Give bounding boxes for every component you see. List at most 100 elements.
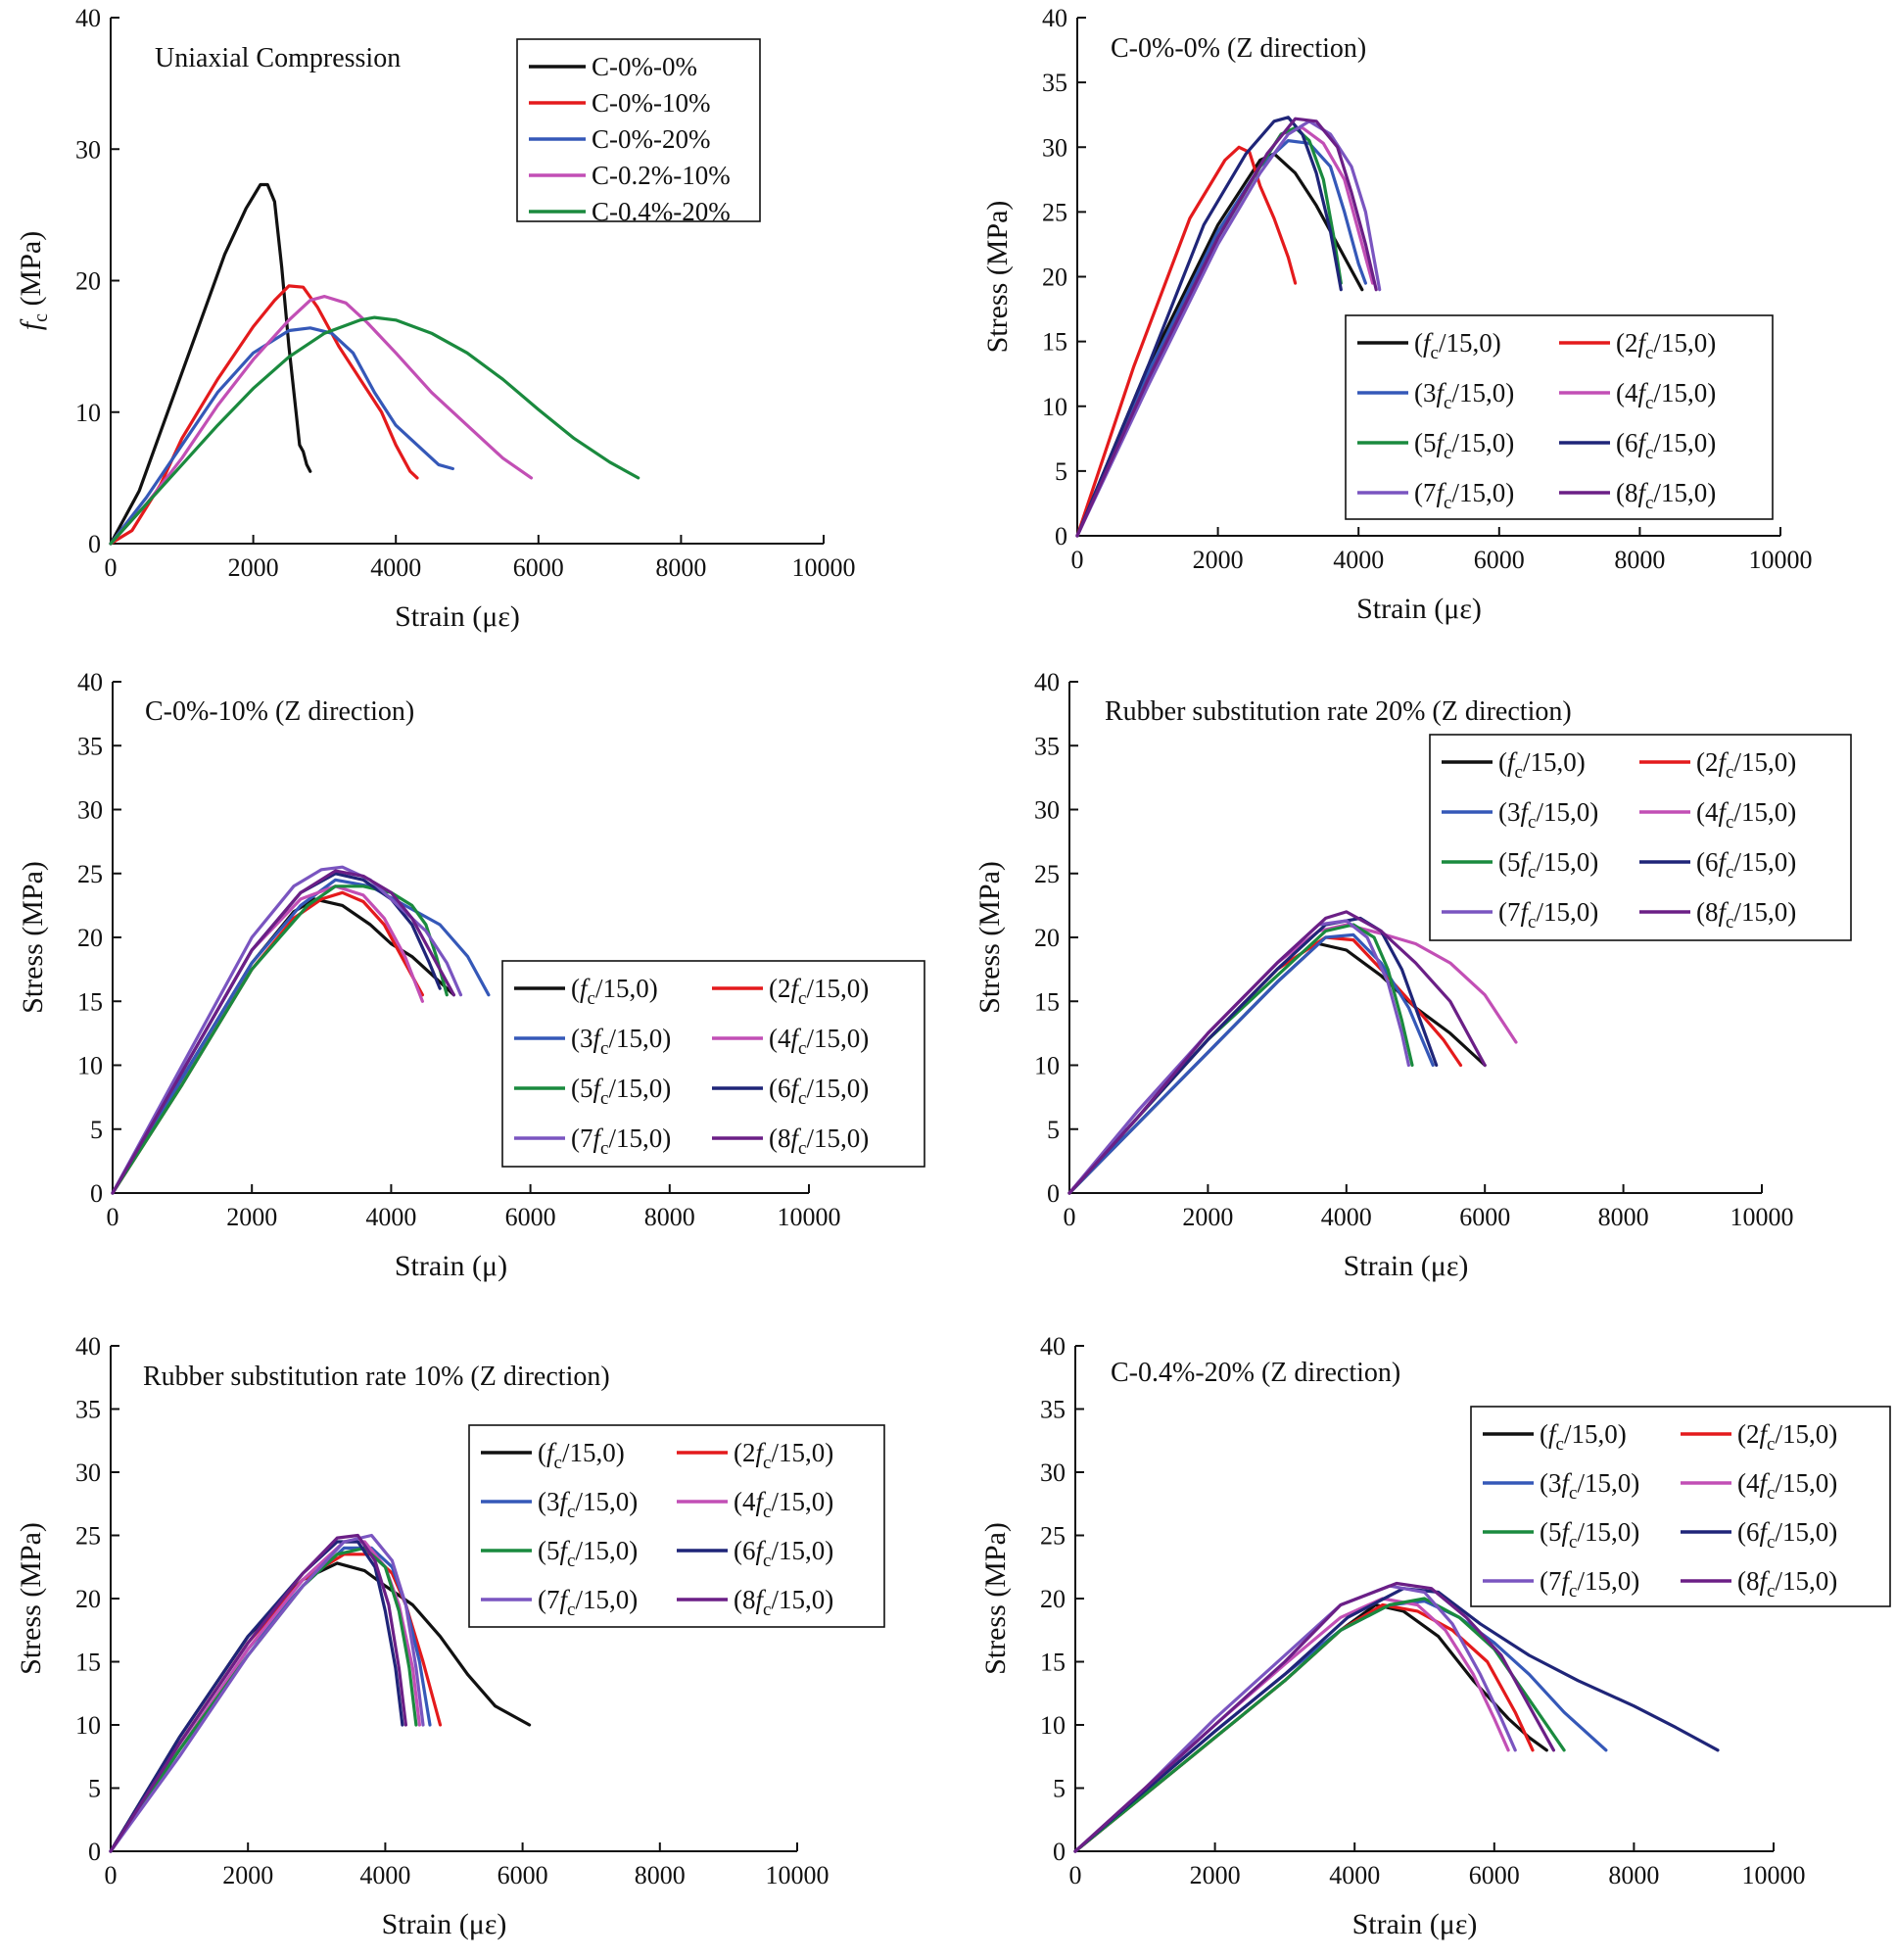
legend-label-suffix: /15,0) [1733, 897, 1796, 927]
legend-label-subscript: c [763, 1551, 771, 1571]
legend-label-subscript: c [600, 1088, 608, 1109]
legend-label-prefix: ( [571, 974, 580, 1003]
legend-label-suffix: /15,0) [1523, 747, 1586, 777]
panel-title: Rubber substitution rate 20% (Z directio… [1105, 696, 1572, 727]
legend-label-symbol: f [1521, 847, 1532, 877]
legend-label-suffix: /15,0) [1653, 428, 1716, 457]
x-tick-label: 4000 [370, 553, 421, 582]
legend-label: (7fc/15,0) [538, 1585, 638, 1620]
legend-label: (3fc/15,0) [538, 1487, 638, 1522]
legend-label: (5fc/15,0) [1498, 847, 1598, 883]
legend-label-subscript: c [567, 1551, 575, 1571]
legend-label-subscript: c [567, 1502, 575, 1522]
x-tick-label: 8000 [1614, 546, 1665, 574]
series-line-8 [111, 869, 455, 1195]
legend-label-symbol: f [1638, 428, 1649, 457]
legend-label-symbol: f [1548, 1419, 1559, 1449]
legend-label: (3fc/15,0) [1414, 378, 1514, 413]
legend-label-subscript: c [1645, 493, 1653, 513]
legend-label-prefix: (8 [769, 1123, 791, 1153]
x-axis-title: Strain (με) [395, 600, 520, 633]
series-line-1 [109, 182, 312, 546]
y-tick-label: 25 [1042, 198, 1067, 226]
legend-label-subscript: c [1569, 1532, 1577, 1553]
legend-label-symbol: f [1760, 1517, 1771, 1547]
legend-label-suffix: /15,0) [806, 1123, 869, 1153]
legend-label-suffix: /15,0) [608, 1074, 671, 1103]
legend-label-subscript: c [1726, 862, 1733, 883]
legend-label-subscript: c [1645, 393, 1653, 413]
legend-label-prefix: (6 [769, 1074, 791, 1103]
legend-label-symbol: f [1760, 1468, 1771, 1498]
legend-label-subscript: c [1726, 812, 1733, 833]
legend-label-suffix: /15,0) [1577, 1566, 1639, 1596]
legend-label-subscript: c [1515, 762, 1523, 783]
legend-label-suffix: /15,0) [1577, 1517, 1639, 1547]
x-tick-label: 2000 [1190, 1861, 1241, 1889]
legend: (fc/15,0) (2fc/15,0)(3fc/15,0) (4fc/15,0)(… [468, 1424, 885, 1628]
legend-label: (2fc/15,0) [1616, 328, 1716, 363]
x-tick-label: 8000 [644, 1203, 695, 1231]
x-tick-label: 6000 [1474, 546, 1525, 574]
legend-label-suffix: /15,0) [1536, 847, 1598, 877]
legend-label-symbol: f [560, 1536, 571, 1565]
legend-label-symbol: f [756, 1536, 767, 1565]
y-tick-label: 20 [75, 1585, 101, 1613]
legend-label-suffix: /15,0) [1451, 428, 1514, 457]
legend-label-symbol: f [1437, 378, 1447, 407]
y-tick-label: 5 [90, 1116, 103, 1144]
legend-label-symbol: f [560, 1585, 571, 1614]
legend-label: (7fc/15,0) [1498, 897, 1598, 932]
legend-label: (4fc/15,0) [769, 1024, 869, 1059]
legend-label: C-0.4%-20% [592, 197, 731, 226]
legend-label-suffix: /15,0) [771, 1536, 833, 1565]
series-line-8 [1075, 117, 1378, 538]
series-line-6 [1067, 916, 1439, 1195]
legend-label-symbol: f [756, 1585, 767, 1614]
legend-label-suffix: /15,0) [1653, 328, 1716, 358]
legend-label-subscript: c [1569, 1483, 1577, 1504]
x-tick-label: 0 [107, 1203, 119, 1231]
legend-label-prefix: (7 [538, 1585, 560, 1614]
legend-label-symbol: f [1760, 1419, 1771, 1449]
y-tick-label: 35 [1034, 732, 1060, 760]
series-line-7 [1067, 919, 1410, 1195]
y-axis-title: Stress (MPa) [973, 861, 1006, 1014]
x-tick-label: 0 [1071, 546, 1084, 574]
legend-label-prefix: (4 [1696, 797, 1719, 827]
legend-label-prefix: (7 [1414, 478, 1437, 507]
legend-label: (6fc/15,0) [1616, 428, 1716, 463]
legend-label: (2fc/15,0) [1737, 1419, 1837, 1455]
series-line-5 [109, 315, 640, 546]
x-axis-title: Strain (με) [1356, 593, 1482, 625]
legend-label-symbol: f [560, 1487, 571, 1516]
y-tick-label: 40 [1040, 1332, 1066, 1361]
legend-label-prefix: ( [1540, 1419, 1548, 1449]
y-tick-label: 10 [1042, 393, 1067, 421]
series-line-6 [1075, 116, 1343, 538]
legend-label-suffix: /15,0) [575, 1585, 638, 1614]
y-axis-title-subscript: c [30, 313, 52, 322]
legend-label-prefix: (5 [1540, 1517, 1562, 1547]
panel-title: C-0.4%-20% (Z direction) [1111, 1358, 1400, 1388]
y-tick-label: 0 [1055, 522, 1067, 550]
legend-label-subscript: c [1556, 1434, 1564, 1455]
y-tick-label: 5 [88, 1775, 101, 1803]
x-tick-label: 10000 [778, 1203, 841, 1231]
legend-label-subscript: c [1444, 443, 1451, 463]
legend-label-symbol: f [1521, 797, 1532, 827]
legend-label: (4fc/15,0) [1616, 378, 1716, 413]
panel-2: 0 2000 4000 6000 8000 10000 0 5 10 15 20 25 30 35 40 St… [981, 4, 1813, 625]
y-tick-label: 15 [1034, 987, 1060, 1016]
y-tick-label: 0 [1053, 1838, 1066, 1866]
legend-label-prefix: (4 [1737, 1468, 1760, 1498]
y-tick-label: 20 [75, 267, 101, 296]
legend-label-subscript: c [1528, 812, 1536, 833]
legend-label-subscript: c [1645, 343, 1653, 363]
panel-title: Rubber substitution rate 10% (Z directio… [143, 1362, 610, 1392]
legend-label: (7fc/15,0) [1540, 1566, 1639, 1601]
legend-label: (8fc/15,0) [734, 1585, 833, 1620]
legend-box [1345, 314, 1774, 520]
y-tick-label: 0 [88, 1838, 101, 1866]
